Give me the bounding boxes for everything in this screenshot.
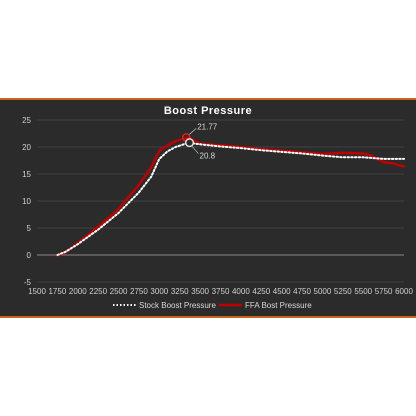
stock-peak-label: 20.8 bbox=[200, 152, 216, 161]
x-tick-label: 5000 bbox=[314, 287, 332, 296]
x-tick-label: 2500 bbox=[110, 287, 128, 296]
ffa-peak-label: 21.77 bbox=[197, 122, 218, 131]
x-tick-label: 4500 bbox=[273, 287, 291, 296]
x-tick-label: 1750 bbox=[48, 287, 66, 296]
y-tick-label: 5 bbox=[27, 224, 32, 233]
x-tick-label: 4250 bbox=[252, 287, 270, 296]
x-tick-label: 3500 bbox=[191, 287, 209, 296]
chart-title: Boost Pressure bbox=[164, 105, 252, 117]
chart-panel: Boost Pressure -5 0 5 10 15 20 25 1500 1750 2000… bbox=[0, 98, 416, 318]
x-tick-label: 4000 bbox=[232, 287, 250, 296]
y-tick-label: -5 bbox=[24, 278, 32, 287]
x-tick-label: 2250 bbox=[89, 287, 107, 296]
stock-peak-leader bbox=[191, 145, 199, 154]
x-tick-label: 2000 bbox=[69, 287, 87, 296]
ffa-peak-leader bbox=[189, 128, 197, 135]
y-tick-label: 10 bbox=[22, 197, 31, 206]
x-tick-label: 4750 bbox=[293, 287, 311, 296]
x-tick-label: 5500 bbox=[354, 287, 372, 296]
y-tick-label: 15 bbox=[22, 170, 31, 179]
x-tick-label: 3000 bbox=[150, 287, 168, 296]
legend: Stock Boost Pressure FFA Bost Pressure bbox=[113, 301, 312, 310]
series-line-ffa bbox=[56, 136, 406, 257]
x-tick-label: 1500 bbox=[28, 287, 46, 296]
x-tick-label: 3750 bbox=[212, 287, 230, 296]
boost-pressure-chart: Boost Pressure -5 0 5 10 15 20 25 1500 1750 2000… bbox=[22, 105, 413, 310]
y-tick-label: 25 bbox=[22, 116, 31, 125]
legend-stock-label: Stock Boost Pressure bbox=[139, 301, 216, 310]
x-tick-label: 6000 bbox=[395, 287, 413, 296]
x-tick-label: 5250 bbox=[334, 287, 352, 296]
x-tick-label: 3250 bbox=[171, 287, 189, 296]
y-tick-label: 0 bbox=[27, 251, 32, 260]
stock-peak-marker bbox=[185, 138, 195, 148]
x-tick-label: 5750 bbox=[375, 287, 393, 296]
legend-ffa-label: FFA Bost Pressure bbox=[245, 301, 312, 310]
y-tick-label: 20 bbox=[22, 143, 31, 152]
series-line-stock bbox=[56, 141, 405, 256]
x-tick-label: 2750 bbox=[130, 287, 148, 296]
